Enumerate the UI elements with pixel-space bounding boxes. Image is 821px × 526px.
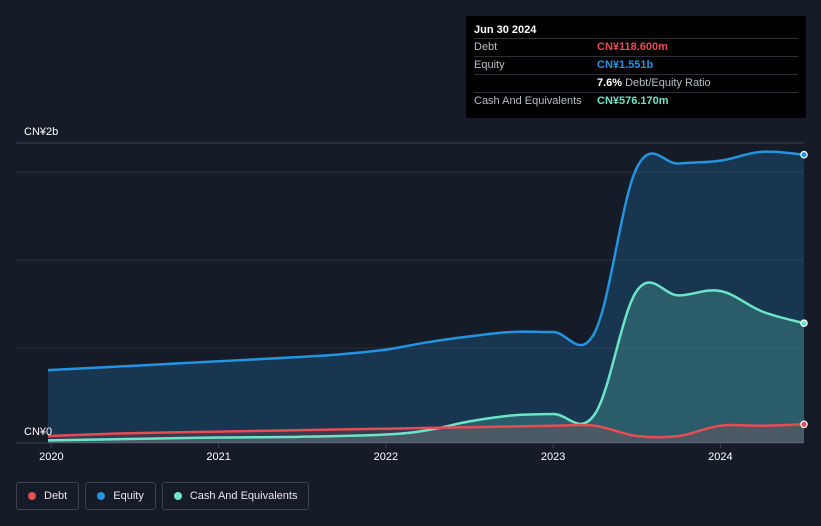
x-tick-label: 2022	[374, 451, 398, 463]
tooltip-debt-value: CN¥118.600m	[597, 41, 668, 53]
legend-dot-debt-icon	[28, 492, 36, 500]
x-tick-label: 2021	[206, 451, 230, 463]
legend-label-debt: Debt	[44, 490, 68, 502]
y-tick-label-top: CN¥2b	[24, 126, 58, 138]
tooltip-date: Jun 30 2024	[474, 24, 537, 36]
chart-lines	[47, 150, 805, 442]
end-marker-debt	[800, 420, 808, 429]
tooltip-ratio-label: Debt/Equity Ratio	[625, 77, 711, 89]
line-debt	[47, 423, 805, 439]
x-tick-label: 2023	[541, 451, 565, 463]
tooltip-row-ratio: 7.6% Debt/Equity Ratio	[474, 74, 798, 92]
chart-end-markers	[800, 150, 808, 429]
line-cash-and-equivalents	[47, 281, 805, 442]
legend-label-equity: Equity	[113, 490, 144, 502]
x-axis-ticks: 2020 2021 2022 2023 2024	[39, 443, 733, 463]
tooltip-cash-value: CN¥576.170m	[597, 95, 669, 107]
tooltip-equity-value: CN¥1.551b	[597, 59, 654, 71]
area-cash-and-equivalents	[48, 282, 804, 443]
legend-dot-equity-icon	[97, 492, 106, 500]
tooltip-row-cash: Cash And Equivalents CN¥576.170m	[474, 92, 798, 110]
chart-gridlines	[16, 142, 804, 444]
y-tick-label-bottom: CN¥0	[24, 426, 52, 438]
tooltip-debt-label: Debt	[474, 41, 498, 53]
legend-item-equity[interactable]: Equity	[85, 482, 156, 510]
end-marker-equity	[800, 150, 808, 159]
data-tooltip: Jun 30 2024 Debt CN¥118.600m Equity CN¥1…	[466, 16, 806, 118]
legend-item-cash[interactable]: Cash And Equivalents	[161, 482, 310, 510]
tooltip-equity-label: Equity	[474, 59, 505, 71]
tooltip-cash-label: Cash And Equivalents	[474, 95, 582, 107]
tooltip-row-debt: Debt CN¥118.600m	[474, 38, 798, 56]
chart-areas	[48, 151, 804, 443]
chart-legend: Debt Equity Cash And Equivalents	[16, 482, 310, 510]
end-marker-cash-and-equivalents	[800, 319, 808, 327]
tooltip-row-equity: Equity CN¥1.551b	[474, 56, 798, 74]
legend-item-debt[interactable]: Debt	[16, 482, 80, 510]
legend-label-cash: Cash And Equivalents	[189, 490, 298, 502]
tooltip-ratio-value: 7.6%	[597, 77, 623, 89]
area-equity	[48, 151, 804, 443]
legend-dot-cash-icon	[173, 492, 182, 500]
x-tick-label: 2020	[39, 451, 63, 463]
line-equity	[47, 150, 805, 372]
x-tick-label: 2024	[708, 451, 732, 463]
